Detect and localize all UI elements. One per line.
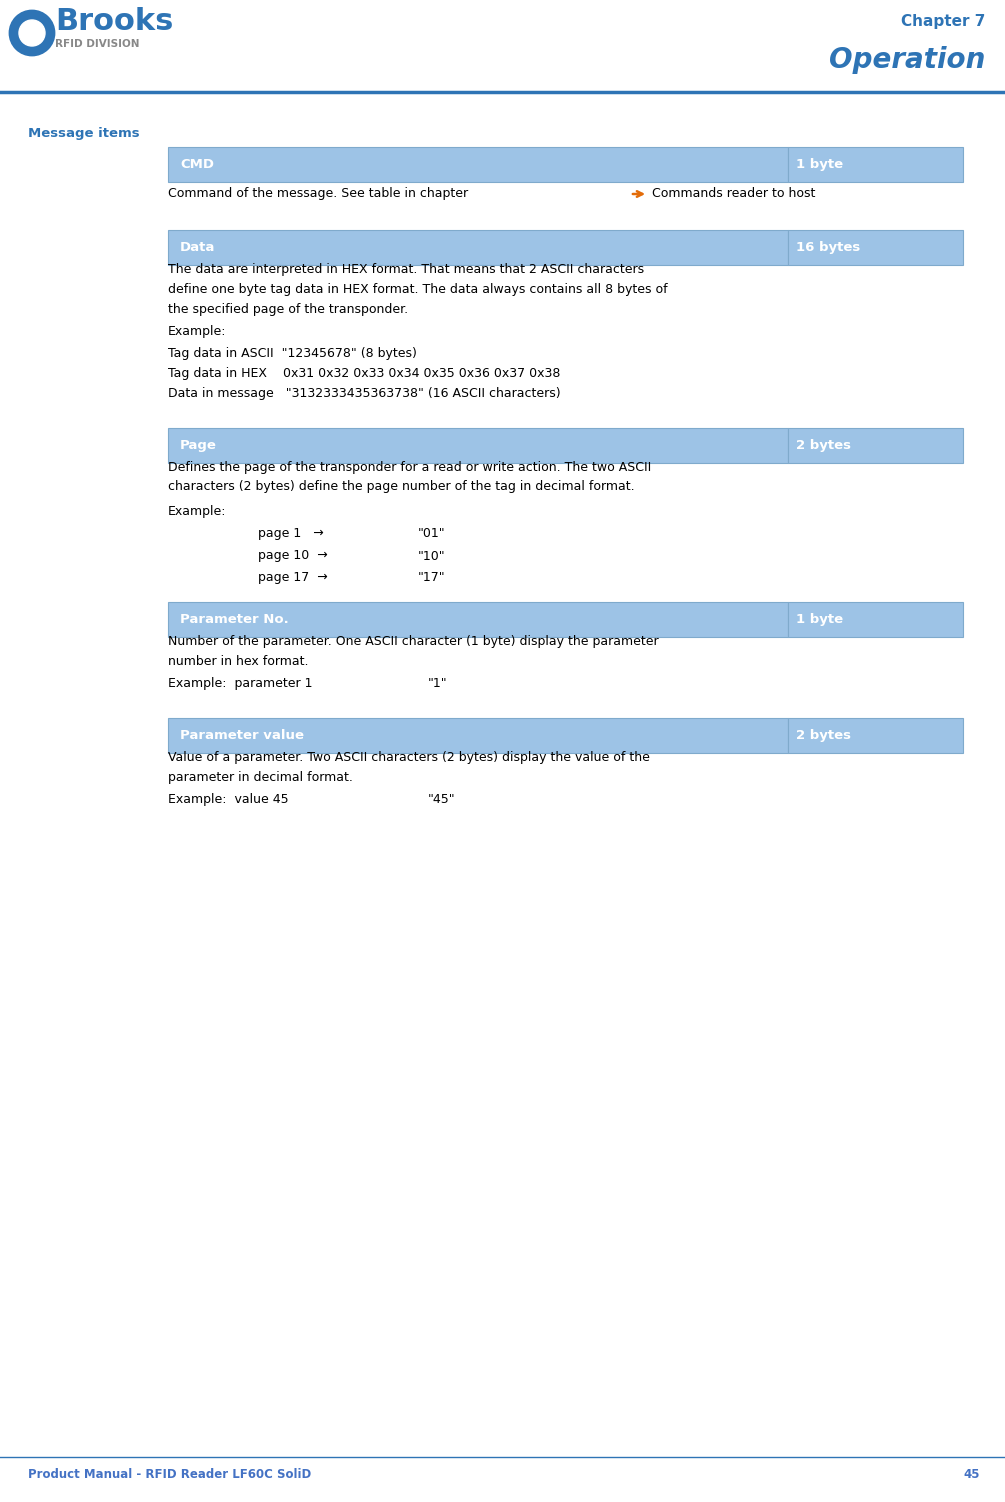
Text: 1 byte: 1 byte (796, 158, 843, 171)
Bar (168, 602, 788, 637)
Text: page 17  →: page 17 → (258, 571, 328, 584)
Text: "17": "17" (418, 571, 445, 584)
Circle shape (19, 20, 45, 47)
Text: Operation: Operation (829, 47, 985, 74)
Bar (168, 230, 788, 264)
Text: Data: Data (180, 240, 215, 254)
Text: page 1   →: page 1 → (258, 527, 324, 541)
Bar (788, 230, 963, 264)
Bar (168, 718, 788, 753)
Text: Parameter No.: Parameter No. (180, 613, 288, 626)
Text: Example:: Example: (168, 326, 226, 338)
Text: Data in message   "3132333435363738" (16 ASCII characters): Data in message "3132333435363738" (16 A… (168, 388, 561, 401)
Text: Example:: Example: (168, 506, 226, 518)
Text: 2 bytes: 2 bytes (796, 439, 851, 452)
Circle shape (10, 11, 54, 56)
Text: the specified page of the transponder.: the specified page of the transponder. (168, 303, 408, 317)
Bar (788, 602, 963, 637)
Text: Commands reader to host: Commands reader to host (652, 188, 815, 200)
Text: Value of a parameter. Two ASCII characters (2 bytes) display the value of the: Value of a parameter. Two ASCII characte… (168, 751, 650, 765)
Text: Command of the message. See table in chapter: Command of the message. See table in cha… (168, 188, 468, 200)
Text: Defines the page of the transponder for a read or write action. The two ASCII: Defines the page of the transponder for … (168, 461, 651, 473)
Bar (788, 147, 963, 182)
Text: Tag data in ASCII  "12345678" (8 bytes): Tag data in ASCII "12345678" (8 bytes) (168, 347, 417, 360)
Text: Parameter value: Parameter value (180, 728, 304, 742)
Bar (788, 428, 963, 463)
Bar (788, 718, 963, 753)
Text: Example:  parameter 1: Example: parameter 1 (168, 677, 313, 691)
Text: RFID DIVISION: RFID DIVISION (55, 39, 140, 50)
Text: characters (2 bytes) define the page number of the tag in decimal format.: characters (2 bytes) define the page num… (168, 481, 634, 494)
Text: parameter in decimal format.: parameter in decimal format. (168, 772, 353, 784)
Bar (168, 147, 788, 182)
Text: "45": "45" (428, 793, 455, 807)
Text: "1": "1" (428, 677, 447, 691)
Text: Brooks: Brooks (55, 8, 174, 36)
Text: define one byte tag data in HEX format. The data always contains all 8 bytes of: define one byte tag data in HEX format. … (168, 284, 667, 296)
Text: Page: Page (180, 439, 217, 452)
Text: Message items: Message items (28, 128, 140, 141)
Text: 1 byte: 1 byte (796, 613, 843, 626)
Text: The data are interpreted in HEX format. That means that 2 ASCII characters: The data are interpreted in HEX format. … (168, 263, 644, 276)
Text: "10": "10" (418, 550, 445, 563)
Text: Example:  value 45: Example: value 45 (168, 793, 288, 807)
Text: number in hex format.: number in hex format. (168, 655, 309, 668)
Bar (168, 428, 788, 463)
Text: "01": "01" (418, 527, 445, 541)
Text: 2 bytes: 2 bytes (796, 728, 851, 742)
Text: Tag data in HEX    0x31 0x32 0x33 0x34 0x35 0x36 0x37 0x38: Tag data in HEX 0x31 0x32 0x33 0x34 0x35… (168, 368, 561, 380)
Text: Product Manual - RFID Reader LF60C SoliD: Product Manual - RFID Reader LF60C SoliD (28, 1467, 312, 1481)
Text: Number of the parameter. One ASCII character (1 byte) display the parameter: Number of the parameter. One ASCII chara… (168, 635, 658, 649)
Text: Chapter 7: Chapter 7 (900, 15, 985, 30)
Text: 45: 45 (964, 1467, 980, 1481)
Text: CMD: CMD (180, 158, 214, 171)
Text: page 10  →: page 10 → (258, 550, 328, 563)
Text: 16 bytes: 16 bytes (796, 240, 860, 254)
